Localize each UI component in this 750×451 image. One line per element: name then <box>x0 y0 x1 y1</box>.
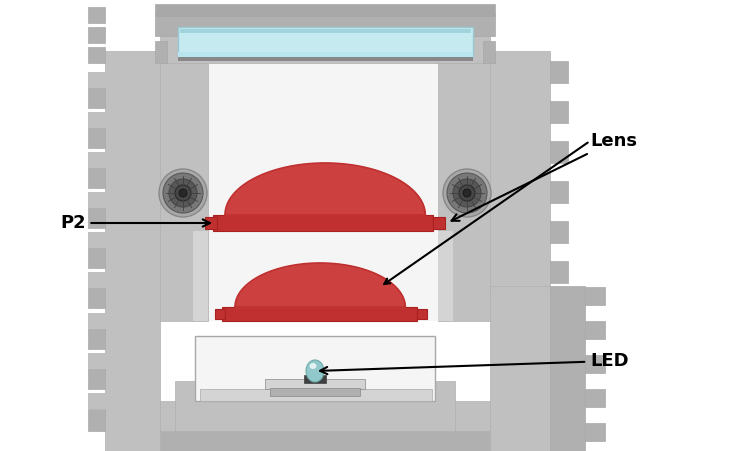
Bar <box>304 375 326 383</box>
Bar <box>88 126 105 148</box>
Bar <box>585 355 605 373</box>
Bar <box>178 52 473 57</box>
Bar <box>178 27 473 57</box>
Bar <box>585 389 605 407</box>
Circle shape <box>453 179 481 207</box>
Bar <box>550 101 568 123</box>
Bar <box>88 166 105 188</box>
Bar <box>88 152 160 168</box>
Bar <box>490 51 550 291</box>
Bar <box>550 141 568 163</box>
Bar <box>222 307 417 321</box>
Bar <box>88 47 105 63</box>
Circle shape <box>463 189 471 197</box>
Circle shape <box>447 173 487 213</box>
Bar <box>550 61 568 83</box>
Bar <box>88 393 160 409</box>
Bar <box>105 51 160 451</box>
Bar <box>120 401 510 451</box>
Bar <box>88 7 105 23</box>
Text: P2: P2 <box>60 214 210 232</box>
Bar <box>550 181 568 203</box>
Bar <box>180 29 471 33</box>
Bar <box>88 367 105 389</box>
Bar <box>160 51 208 321</box>
Bar <box>195 336 435 401</box>
Ellipse shape <box>310 363 316 369</box>
Bar <box>178 56 473 61</box>
Bar <box>205 217 217 229</box>
Circle shape <box>175 185 191 201</box>
Bar <box>550 286 585 451</box>
Circle shape <box>159 169 207 217</box>
Ellipse shape <box>306 360 324 382</box>
Bar <box>433 217 445 229</box>
Bar <box>88 327 105 349</box>
Bar <box>193 231 208 321</box>
Bar <box>417 309 427 319</box>
Bar <box>88 27 105 43</box>
Bar <box>155 4 495 16</box>
Bar <box>550 221 568 243</box>
Circle shape <box>169 179 197 207</box>
Bar <box>88 246 105 268</box>
Bar <box>120 431 510 451</box>
Bar <box>550 261 568 283</box>
Bar <box>160 31 490 63</box>
Bar <box>193 51 438 321</box>
Bar <box>88 112 160 128</box>
Bar <box>175 381 455 431</box>
Bar <box>585 287 605 305</box>
Bar <box>88 409 105 431</box>
Bar <box>585 423 605 441</box>
Bar <box>155 41 167 63</box>
Bar <box>490 286 550 451</box>
Circle shape <box>443 169 491 217</box>
Circle shape <box>163 173 203 213</box>
Circle shape <box>179 189 187 197</box>
Bar <box>88 272 160 288</box>
Bar <box>155 14 495 36</box>
Bar <box>88 72 160 88</box>
Bar <box>88 192 160 208</box>
Bar <box>215 309 225 319</box>
Bar <box>88 206 105 228</box>
Bar <box>585 321 605 339</box>
Bar <box>88 232 160 248</box>
Text: LED: LED <box>320 352 628 374</box>
Bar <box>88 86 105 108</box>
Circle shape <box>459 185 475 201</box>
Bar <box>270 388 360 396</box>
Bar <box>88 313 160 329</box>
Bar <box>438 51 490 321</box>
Text: Lens: Lens <box>452 132 637 221</box>
Bar <box>483 41 495 63</box>
Bar <box>200 389 432 401</box>
Bar <box>88 286 105 308</box>
Bar <box>438 231 453 321</box>
Bar <box>265 379 365 389</box>
Bar <box>88 353 160 369</box>
Bar <box>213 215 433 231</box>
